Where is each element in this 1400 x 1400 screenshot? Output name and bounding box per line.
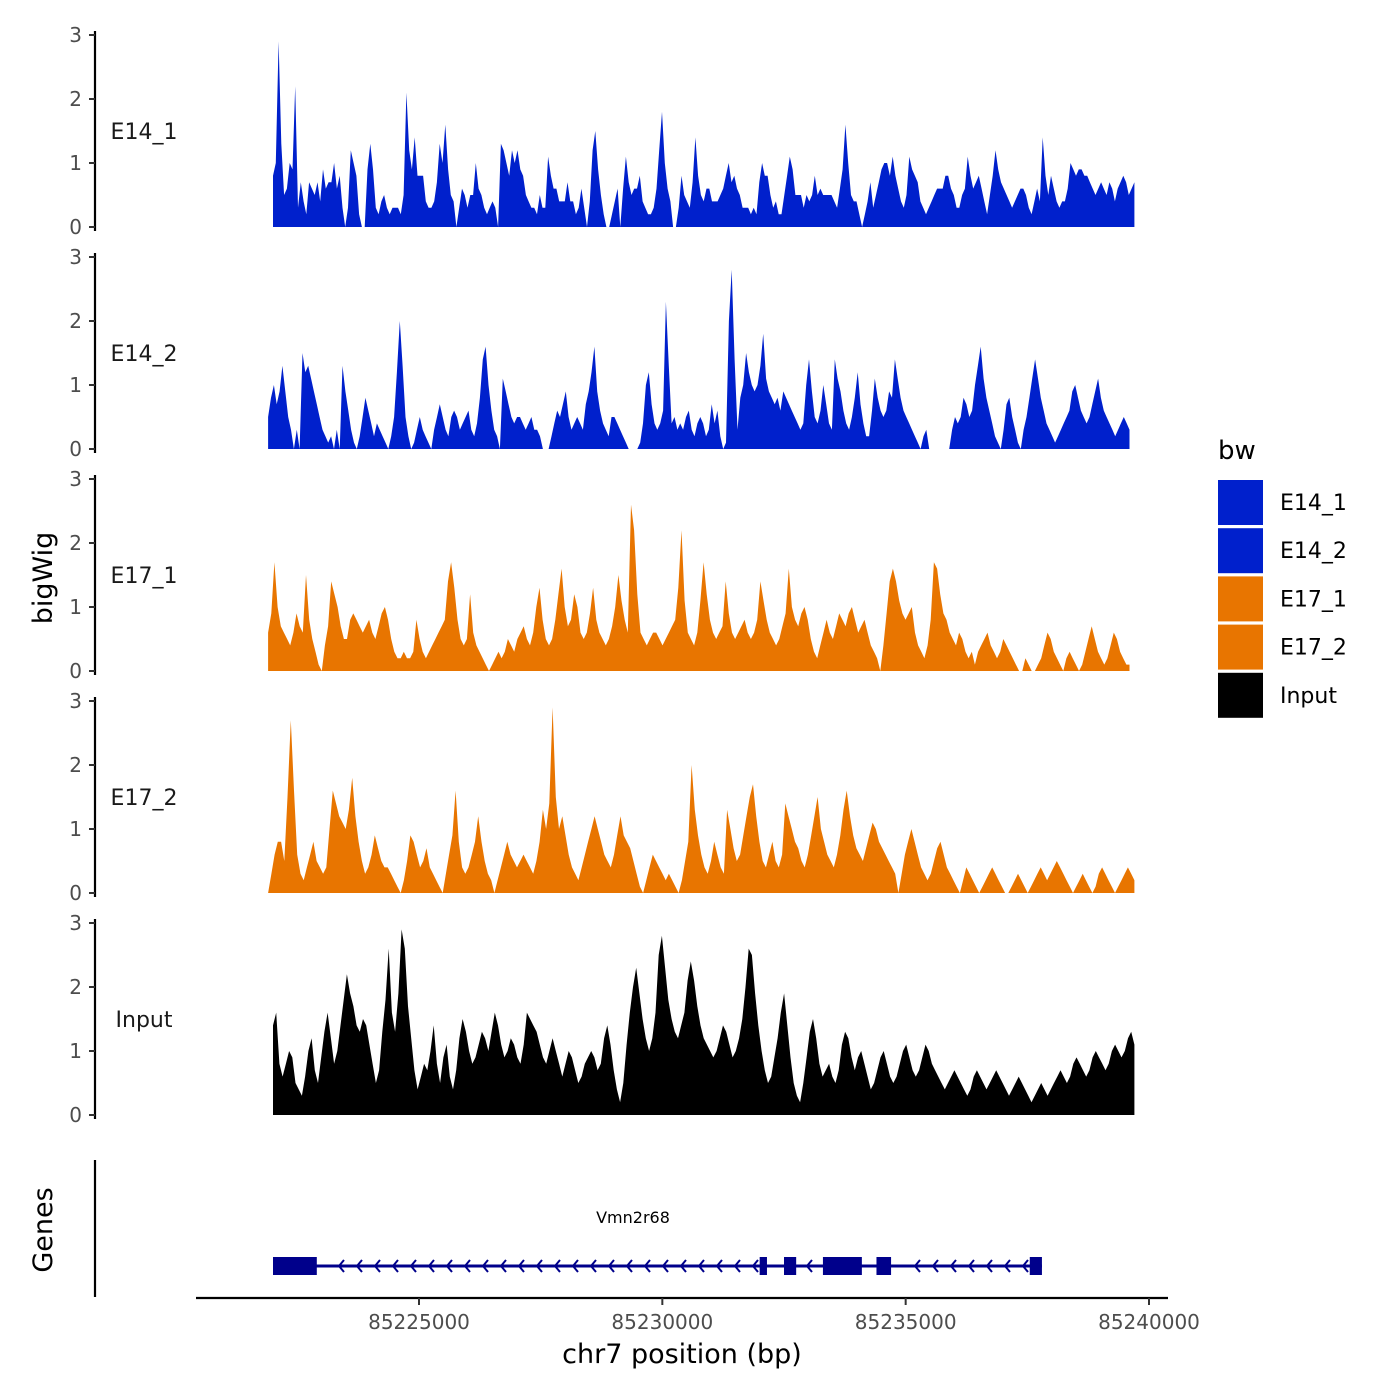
signal-area-Input (273, 929, 1135, 1115)
y-tick-label: 2 (69, 87, 82, 111)
gene-exon (784, 1257, 797, 1275)
strand-arrow (337, 1259, 345, 1273)
legend-swatch-E17_2 (1218, 624, 1263, 670)
gene-exon (273, 1257, 317, 1275)
strand-arrow (409, 1259, 417, 1273)
track-label: E14_1 (111, 120, 178, 145)
legend-label-E17_1: E17_1 (1280, 587, 1347, 612)
y-tick-label: 1 (69, 1039, 82, 1063)
strand-arrow (805, 1259, 813, 1273)
gene-exon (876, 1257, 892, 1275)
strand-arrow (643, 1259, 651, 1273)
track-E17_1: 0 1 2 3 E17_1 (69, 467, 1130, 683)
legend-swatch-E17_1 (1218, 576, 1263, 622)
legend-swatch-E14_2 (1218, 528, 1263, 574)
x-tick-label: 85240000 (1098, 1310, 1200, 1334)
strand-arrow (931, 1259, 939, 1273)
strand-arrow (589, 1259, 597, 1273)
y-tick-label: 1 (69, 151, 82, 175)
gene-exon (759, 1257, 767, 1275)
y-tick-label: 3 (69, 23, 82, 47)
track-Input: 0 1 2 3 Input (69, 911, 1135, 1127)
strand-arrow (967, 1259, 975, 1273)
gene-name-label: Vmn2r68 (596, 1208, 670, 1227)
strand-arrow (625, 1259, 633, 1273)
strand-arrow (571, 1259, 579, 1273)
strand-arrow (355, 1259, 363, 1273)
track-label: E17_1 (111, 564, 178, 589)
track-E14_1: 0 1 2 3 E14_1 (69, 23, 1135, 239)
genes-axis-title: Genes (28, 1187, 59, 1272)
y-tick-label: 1 (69, 817, 82, 841)
strand-arrow (535, 1259, 543, 1273)
gene-exon (1029, 1257, 1042, 1275)
y-tick-label: 3 (69, 467, 82, 491)
track-label: E17_2 (111, 786, 178, 811)
y-tick-label: 3 (69, 689, 82, 713)
strand-arrow (697, 1259, 705, 1273)
x-tick-label: 85230000 (611, 1310, 713, 1334)
y-tick-label: 0 (69, 215, 82, 239)
track-E14_2: 0 1 2 3 E14_2 (69, 245, 1130, 461)
signal-area-E14_2 (268, 269, 1130, 449)
strand-arrow (445, 1259, 453, 1273)
y-tick-label: 0 (69, 659, 82, 683)
strand-arrow (553, 1259, 561, 1273)
track-label: E14_2 (111, 342, 178, 367)
strand-arrow (517, 1259, 525, 1273)
y-tick-label: 2 (69, 975, 82, 999)
x-axis: 85225000 85230000 85235000 85240000 (196, 1296, 1200, 1334)
legend-label-E17_2: E17_2 (1280, 636, 1347, 661)
signal-area-E14_1 (273, 41, 1135, 228)
legend-label-E14_2: E14_2 (1280, 539, 1347, 564)
y-tick-label: 2 (69, 753, 82, 777)
legend-swatch-E14_1 (1218, 480, 1263, 525)
legend: bw E14_1 E14_2 E17_1 E17_2 Input (1218, 436, 1347, 718)
strand-arrow (661, 1259, 669, 1273)
track-label: Input (116, 1008, 173, 1033)
strand-arrow (913, 1259, 921, 1273)
strand-arrow (679, 1259, 687, 1273)
gene-Vmn2r68: Vmn2r68 (273, 1208, 1042, 1275)
strand-arrow (949, 1259, 957, 1273)
x-tick-label: 85225000 (368, 1310, 470, 1334)
y-tick-label: 3 (69, 911, 82, 935)
y-tick-label: 1 (69, 595, 82, 619)
strand-arrow (751, 1259, 759, 1273)
legend-label-Input: Input (1280, 684, 1337, 709)
strand-arrow (733, 1259, 741, 1273)
y-tick-label: 1 (69, 373, 82, 397)
y-tick-label: 0 (69, 1103, 82, 1127)
signal-area-E17_1 (268, 504, 1130, 671)
strand-arrow (607, 1259, 615, 1273)
y-tick-label: 2 (69, 531, 82, 555)
y-axis-title: bigWig (28, 532, 59, 625)
strand-arrow (499, 1259, 507, 1273)
strand-arrow (373, 1259, 381, 1273)
y-tick-label: 0 (69, 437, 82, 461)
strand-arrow (463, 1259, 471, 1273)
x-axis-title: chr7 position (bp) (562, 1339, 802, 1370)
genes-panel: Vmn2r68 (93, 1160, 1042, 1297)
strand-arrow (985, 1259, 993, 1273)
bigwig-tracks: 0 1 2 3 E14_1 0 1 2 3 E14_2 0 1 2 3 E17_1 0 1 2 3 E17_2 0 1 2 3… (69, 23, 1135, 1127)
legend-label-E14_1: E14_1 (1280, 491, 1347, 516)
strand-arrow (391, 1259, 399, 1273)
x-tick-label: 85235000 (855, 1310, 957, 1334)
gene-exon (822, 1257, 862, 1275)
strand-arrow (427, 1259, 435, 1273)
y-tick-label: 3 (69, 245, 82, 269)
strand-arrow (1021, 1259, 1029, 1273)
strand-arrow (481, 1259, 489, 1273)
legend-swatch-Input (1218, 672, 1263, 718)
y-tick-label: 2 (69, 309, 82, 333)
track-E17_2: 0 1 2 3 E17_2 (69, 689, 1135, 905)
legend-title: bw (1218, 436, 1256, 466)
y-tick-label: 0 (69, 881, 82, 905)
strand-arrow (1003, 1259, 1011, 1273)
signal-area-E17_2 (268, 707, 1135, 893)
strand-arrow (715, 1259, 723, 1273)
